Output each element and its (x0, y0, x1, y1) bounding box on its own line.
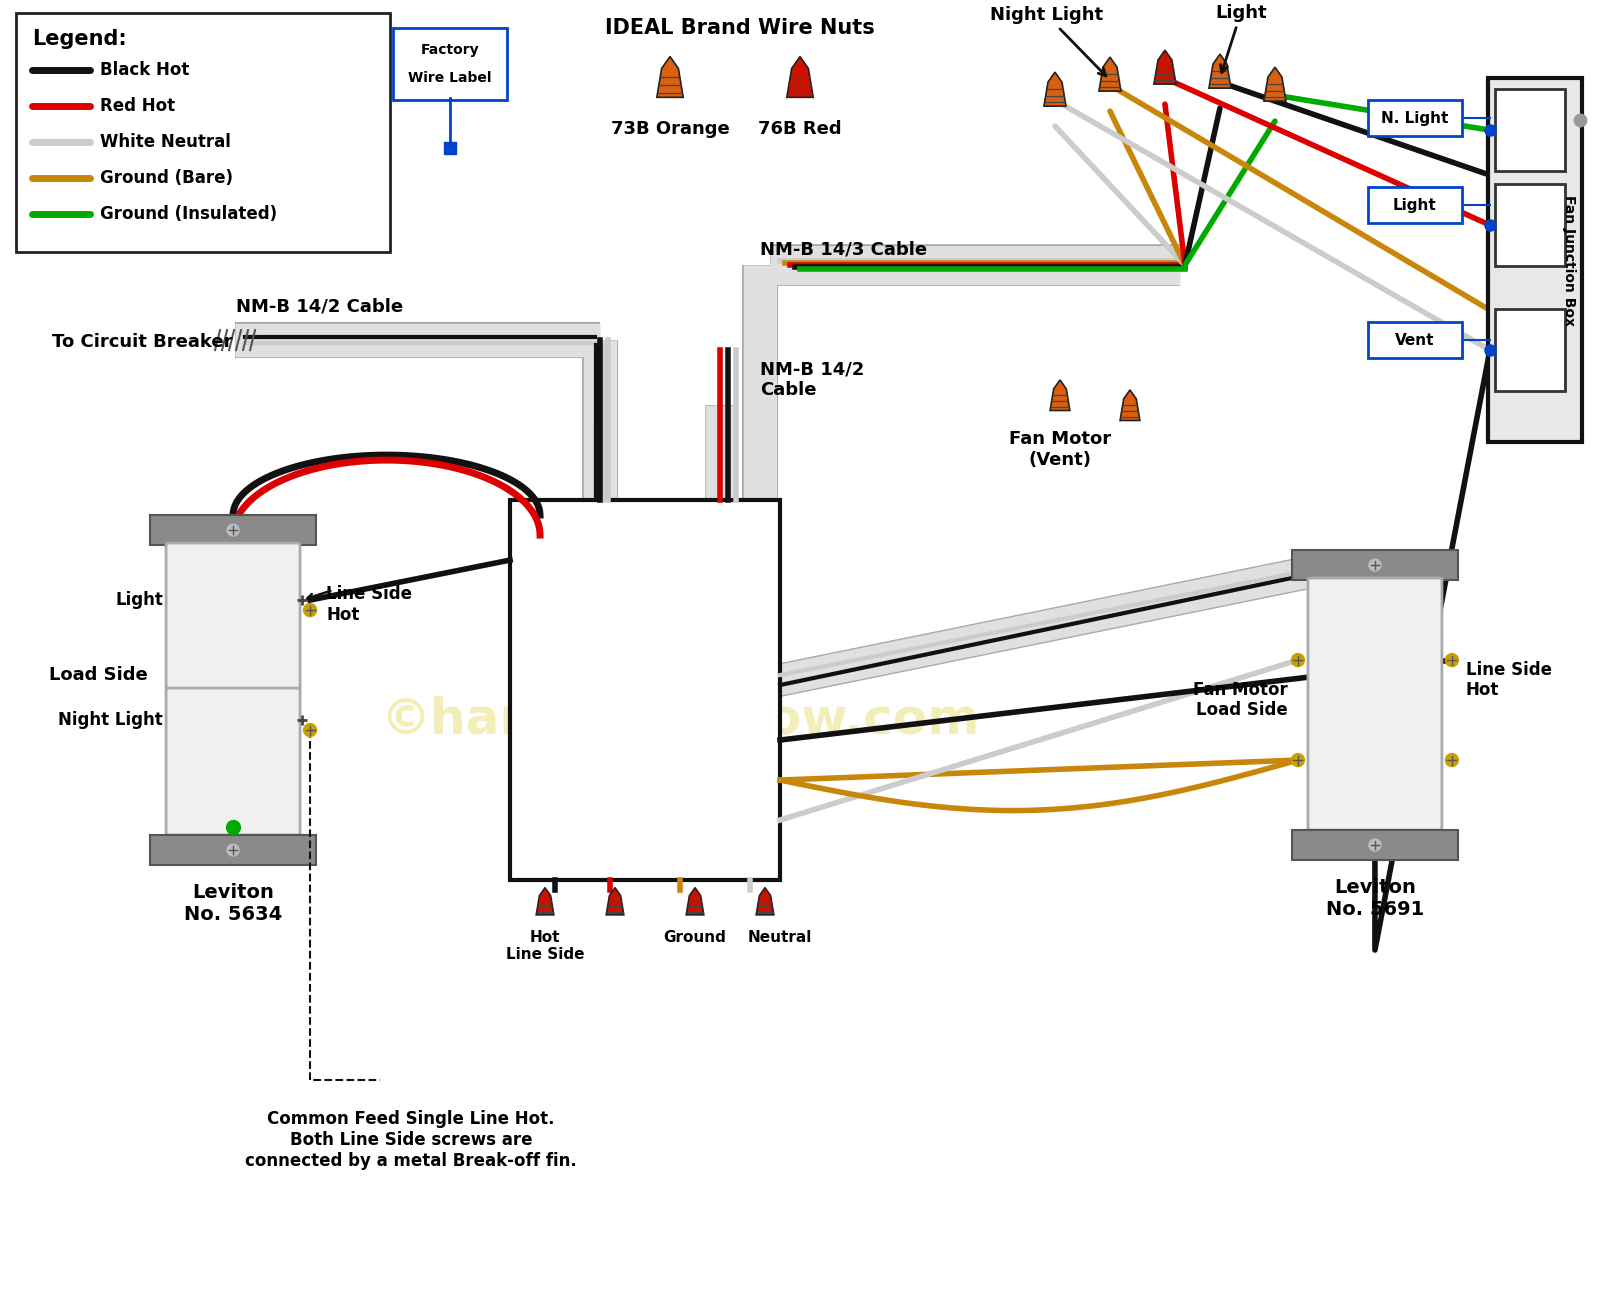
Polygon shape (658, 57, 683, 97)
Text: Legend:: Legend: (32, 30, 126, 49)
Polygon shape (1264, 67, 1286, 101)
Polygon shape (536, 887, 554, 915)
FancyBboxPatch shape (16, 13, 390, 252)
Polygon shape (1120, 390, 1139, 420)
Text: White Neutral: White Neutral (101, 133, 230, 151)
Text: Night Light: Night Light (58, 711, 163, 729)
Text: Ground (Bare): Ground (Bare) (101, 169, 234, 187)
Text: No. 5634: No. 5634 (184, 905, 282, 924)
Text: Fan Motor
(Vent): Fan Motor (Vent) (1010, 431, 1110, 469)
Text: Hot
Line Side: Hot Line Side (506, 930, 584, 962)
FancyBboxPatch shape (1494, 309, 1565, 390)
Text: NM-B 14/2
Cable: NM-B 14/2 Cable (760, 361, 864, 400)
Text: Wire Label: Wire Label (408, 71, 491, 85)
Text: Neutral: Neutral (747, 930, 813, 945)
Polygon shape (606, 887, 624, 915)
Text: Ground: Ground (664, 930, 726, 945)
FancyBboxPatch shape (1368, 322, 1462, 358)
Text: 76B Red: 76B Red (758, 120, 842, 138)
Polygon shape (1050, 380, 1070, 410)
Circle shape (1291, 653, 1304, 667)
Text: Ground (Insulated): Ground (Insulated) (101, 206, 277, 224)
Text: NM-B 14/2 Cable: NM-B 14/2 Cable (237, 297, 403, 315)
Text: Line Side
Hot: Line Side Hot (326, 584, 413, 625)
Text: Fan Motor
Load Side: Fan Motor Load Side (1194, 680, 1288, 719)
Polygon shape (757, 887, 774, 915)
Text: NM-B 14/3 Cable: NM-B 14/3 Cable (760, 240, 926, 259)
Text: Common Feed Single Line Hot.
Both Line Side screws are
connected by a metal Brea: Common Feed Single Line Hot. Both Line S… (245, 1109, 578, 1170)
FancyBboxPatch shape (1291, 550, 1458, 581)
FancyBboxPatch shape (1291, 830, 1458, 860)
Text: Red Hot: Red Hot (101, 97, 176, 115)
Text: Factory: Factory (421, 43, 480, 57)
Text: Line Side
Hot: Line Side Hot (1466, 661, 1552, 700)
FancyBboxPatch shape (1368, 187, 1462, 224)
Polygon shape (1043, 72, 1066, 106)
Polygon shape (1210, 54, 1230, 88)
Circle shape (1291, 754, 1304, 767)
FancyBboxPatch shape (394, 28, 507, 100)
Text: IDEAL Brand Wire Nuts: IDEAL Brand Wire Nuts (605, 18, 875, 37)
Text: Light: Light (1214, 4, 1267, 72)
Text: Night Light: Night Light (990, 6, 1106, 76)
Polygon shape (1154, 50, 1176, 84)
Circle shape (304, 724, 317, 737)
FancyBboxPatch shape (150, 835, 317, 865)
Text: No. 5691: No. 5691 (1326, 900, 1424, 919)
FancyBboxPatch shape (1368, 100, 1462, 136)
Text: Load Side: Load Side (50, 666, 149, 684)
Text: 73B Orange: 73B Orange (611, 120, 730, 138)
Polygon shape (1099, 57, 1122, 91)
FancyBboxPatch shape (1494, 184, 1565, 266)
FancyBboxPatch shape (1494, 89, 1565, 171)
Circle shape (1445, 653, 1459, 667)
FancyBboxPatch shape (1488, 78, 1582, 442)
FancyBboxPatch shape (166, 688, 301, 835)
Text: Black Hot: Black Hot (101, 61, 189, 79)
Polygon shape (686, 887, 704, 915)
Circle shape (227, 524, 238, 537)
Text: Light: Light (1394, 198, 1437, 212)
Text: N. Light: N. Light (1381, 111, 1448, 125)
Text: Leviton: Leviton (192, 883, 274, 903)
FancyBboxPatch shape (150, 515, 317, 546)
FancyBboxPatch shape (510, 500, 781, 881)
Text: Leviton: Leviton (1334, 878, 1416, 897)
FancyBboxPatch shape (166, 543, 301, 690)
Text: To Circuit Breaker: To Circuit Breaker (53, 334, 232, 352)
Circle shape (1445, 754, 1459, 767)
FancyBboxPatch shape (1307, 578, 1442, 830)
Text: Fan Junction Box: Fan Junction Box (1562, 195, 1576, 326)
Circle shape (1370, 839, 1381, 851)
Circle shape (304, 604, 317, 617)
Text: Light: Light (115, 591, 163, 609)
Text: ©handymanHow.com: ©handymanHow.com (381, 696, 979, 743)
Circle shape (1370, 559, 1381, 572)
Circle shape (227, 844, 238, 856)
Text: Vent: Vent (1395, 332, 1435, 348)
Polygon shape (787, 57, 813, 97)
